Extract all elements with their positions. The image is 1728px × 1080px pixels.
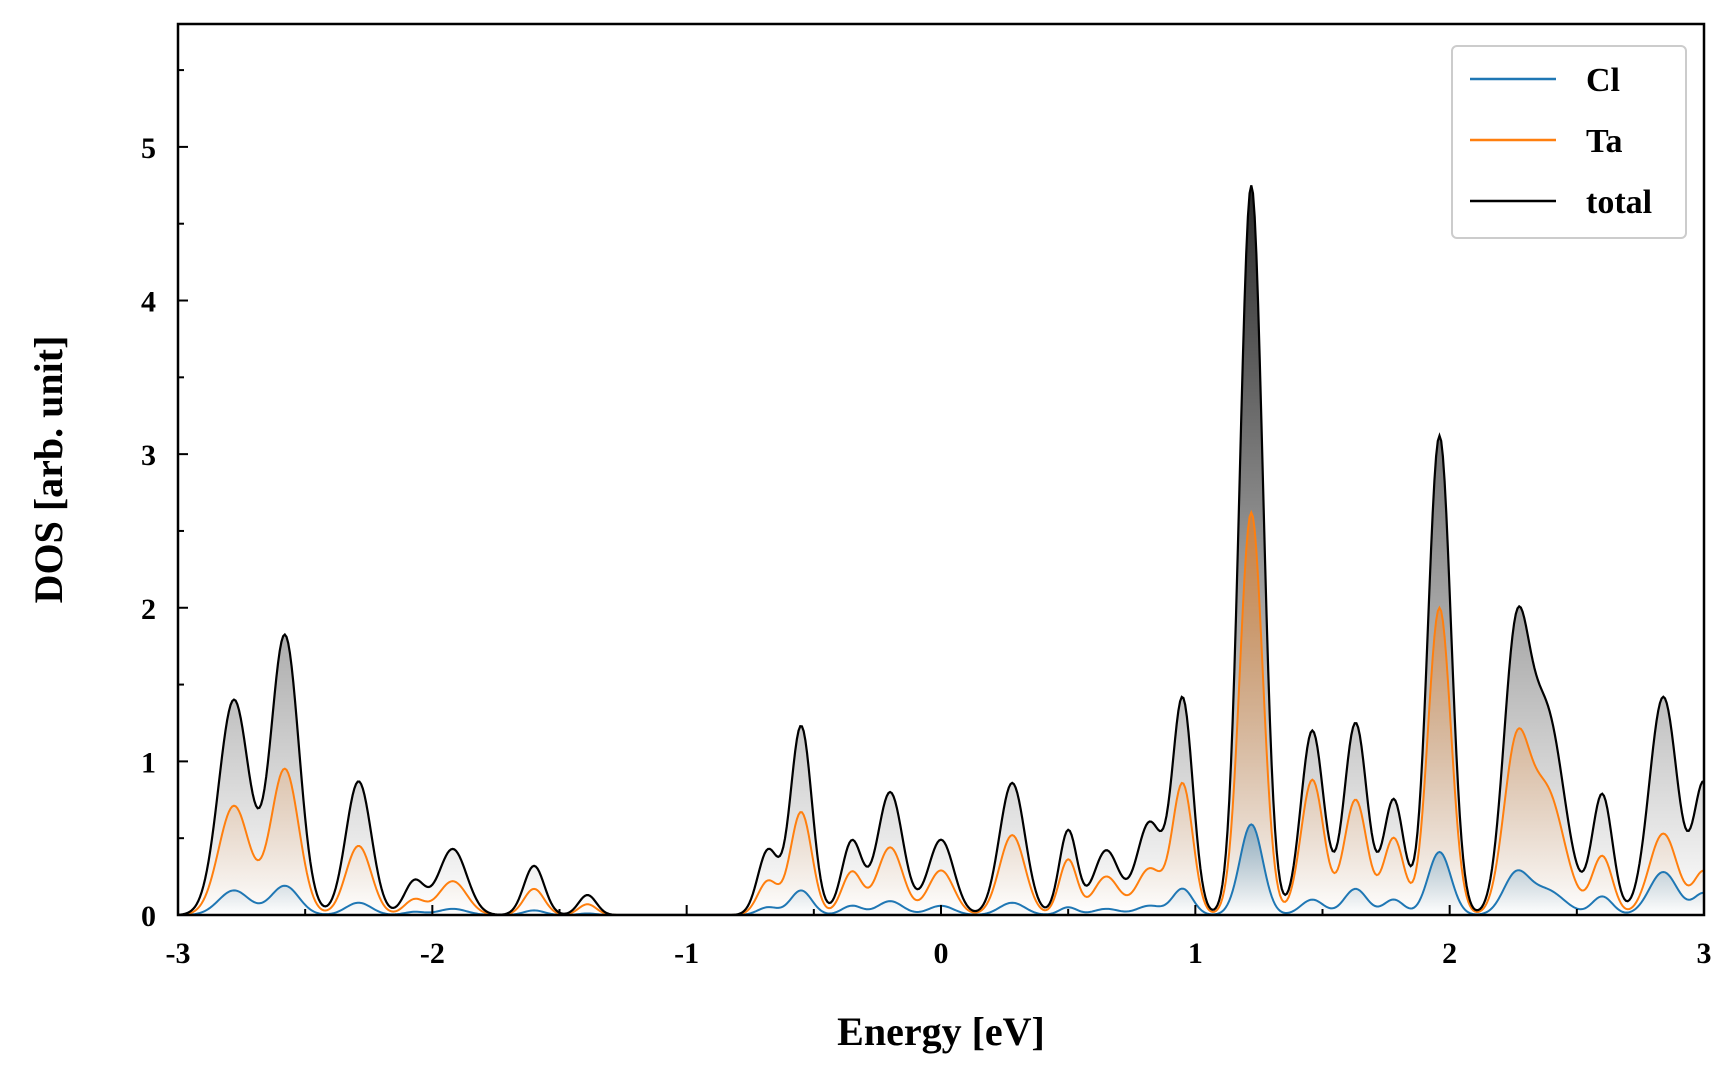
- y-tick-label: 5: [141, 132, 156, 165]
- x-tick-label: 1: [1188, 937, 1203, 970]
- series-cl-area: [178, 824, 1704, 915]
- x-axis-title: Energy [eV]: [837, 1009, 1045, 1054]
- legend-label-total: total: [1586, 184, 1652, 221]
- series-total-area: [178, 185, 1704, 915]
- x-tick-label: -1: [674, 937, 699, 970]
- x-axis-ticks: -3 -2 -1 0 1 2 3: [166, 905, 1712, 970]
- series-ta-area: [178, 512, 1704, 915]
- series-total-line: [178, 185, 1704, 915]
- x-tick-label: 2: [1442, 937, 1457, 970]
- y-axis-ticks: 0 1 2 3 4 5: [141, 69, 188, 933]
- x-tick-label: 0: [934, 937, 949, 970]
- x-tick-label: -2: [420, 937, 445, 970]
- legend: Cl Ta total: [1451, 45, 1687, 239]
- legend-label-cl: Cl: [1586, 62, 1620, 99]
- y-axis-title: DOS [arb. unit]: [26, 336, 71, 604]
- x-tick-label: 3: [1697, 937, 1712, 970]
- y-tick-label: 0: [141, 900, 156, 933]
- legend-label-ta: Ta: [1586, 123, 1623, 160]
- y-tick-label: 1: [141, 746, 156, 779]
- legend-box: [1451, 45, 1687, 239]
- plot-area: [178, 185, 1704, 915]
- y-tick-label: 3: [141, 439, 156, 472]
- y-tick-label: 2: [141, 593, 156, 626]
- x-tick-label: -3: [166, 937, 191, 970]
- y-tick-label: 4: [141, 286, 156, 319]
- series-ta-line: [178, 509, 1704, 915]
